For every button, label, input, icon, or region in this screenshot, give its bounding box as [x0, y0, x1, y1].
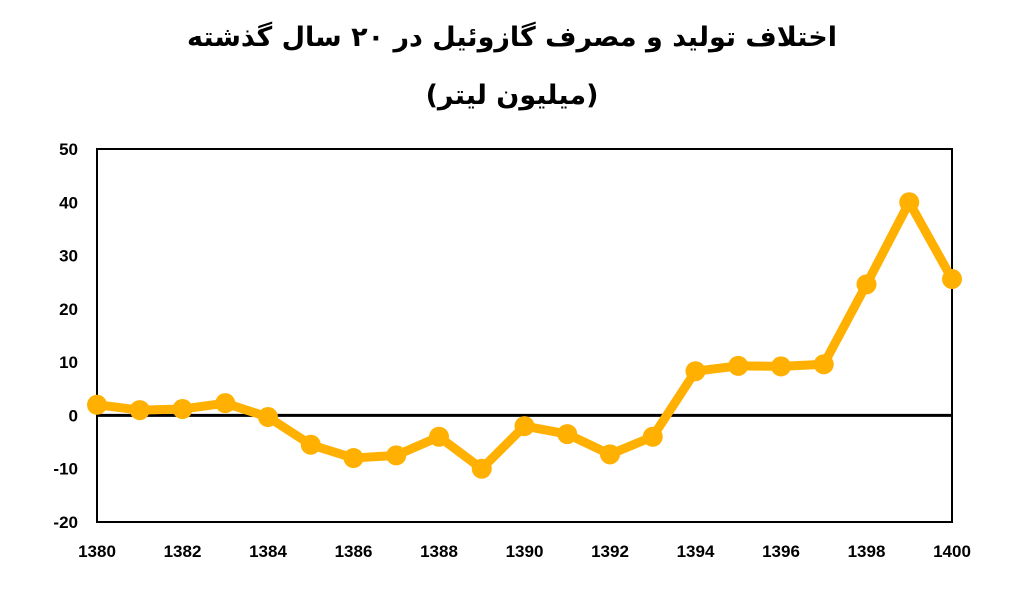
data-point	[685, 361, 706, 382]
chart-title: اختلاف تولید و مصرف گازوئیل در ۲۰ سال گذ…	[186, 22, 838, 53]
data-point	[429, 426, 449, 447]
y-tick-label: 0	[69, 406, 78, 425]
x-tick-label: 1394	[677, 542, 715, 561]
data-point	[728, 355, 749, 376]
x-tick-label: 1386	[335, 542, 373, 561]
series-group	[87, 192, 962, 479]
data-point	[343, 448, 364, 469]
data-point	[258, 407, 278, 428]
x-tick-label: 1382	[164, 542, 202, 561]
y-tick-label: 50	[59, 140, 78, 159]
plot-border	[96, 148, 953, 523]
data-point	[471, 458, 492, 479]
y-tick-label: -10	[53, 460, 78, 479]
x-axis: 1380 1382 1384 1386 1388 1390 1392 1394 1396 1398…	[78, 542, 971, 561]
data-point	[600, 444, 620, 465]
data-point	[771, 356, 791, 377]
plot-frame	[96, 148, 953, 523]
x-tick-label: 1390	[506, 542, 544, 561]
data-point	[942, 269, 962, 290]
x-tick-label: 1398	[848, 542, 886, 561]
data-point	[813, 354, 834, 375]
y-tick-label: 30	[59, 247, 78, 266]
data-point	[856, 274, 877, 295]
y-tick-label: 20	[59, 300, 78, 319]
x-tick-label: 1400	[933, 542, 971, 561]
data-point	[300, 434, 321, 455]
data-point	[899, 192, 920, 213]
data-point	[87, 394, 107, 415]
data-point	[172, 399, 193, 420]
y-tick-label: 10	[59, 353, 78, 372]
y-tick-label: 40	[59, 193, 78, 212]
chart-subtitle: (میلیون لیتر)	[425, 80, 599, 111]
data-point	[557, 424, 578, 445]
data-point	[386, 445, 407, 466]
y-tick-label: -20	[53, 513, 78, 532]
x-tick-label: 1384	[249, 542, 287, 561]
y-axis: 50 40 30 20 10 0 -10 -20	[53, 140, 78, 532]
data-point	[642, 426, 663, 447]
x-tick-label: 1380	[78, 542, 116, 561]
x-tick-label: 1396	[762, 542, 800, 561]
data-point	[129, 400, 150, 421]
x-tick-label: 1388	[420, 542, 458, 561]
data-point	[514, 416, 535, 437]
data-point	[215, 393, 236, 414]
x-tick-label: 1392	[591, 542, 629, 561]
